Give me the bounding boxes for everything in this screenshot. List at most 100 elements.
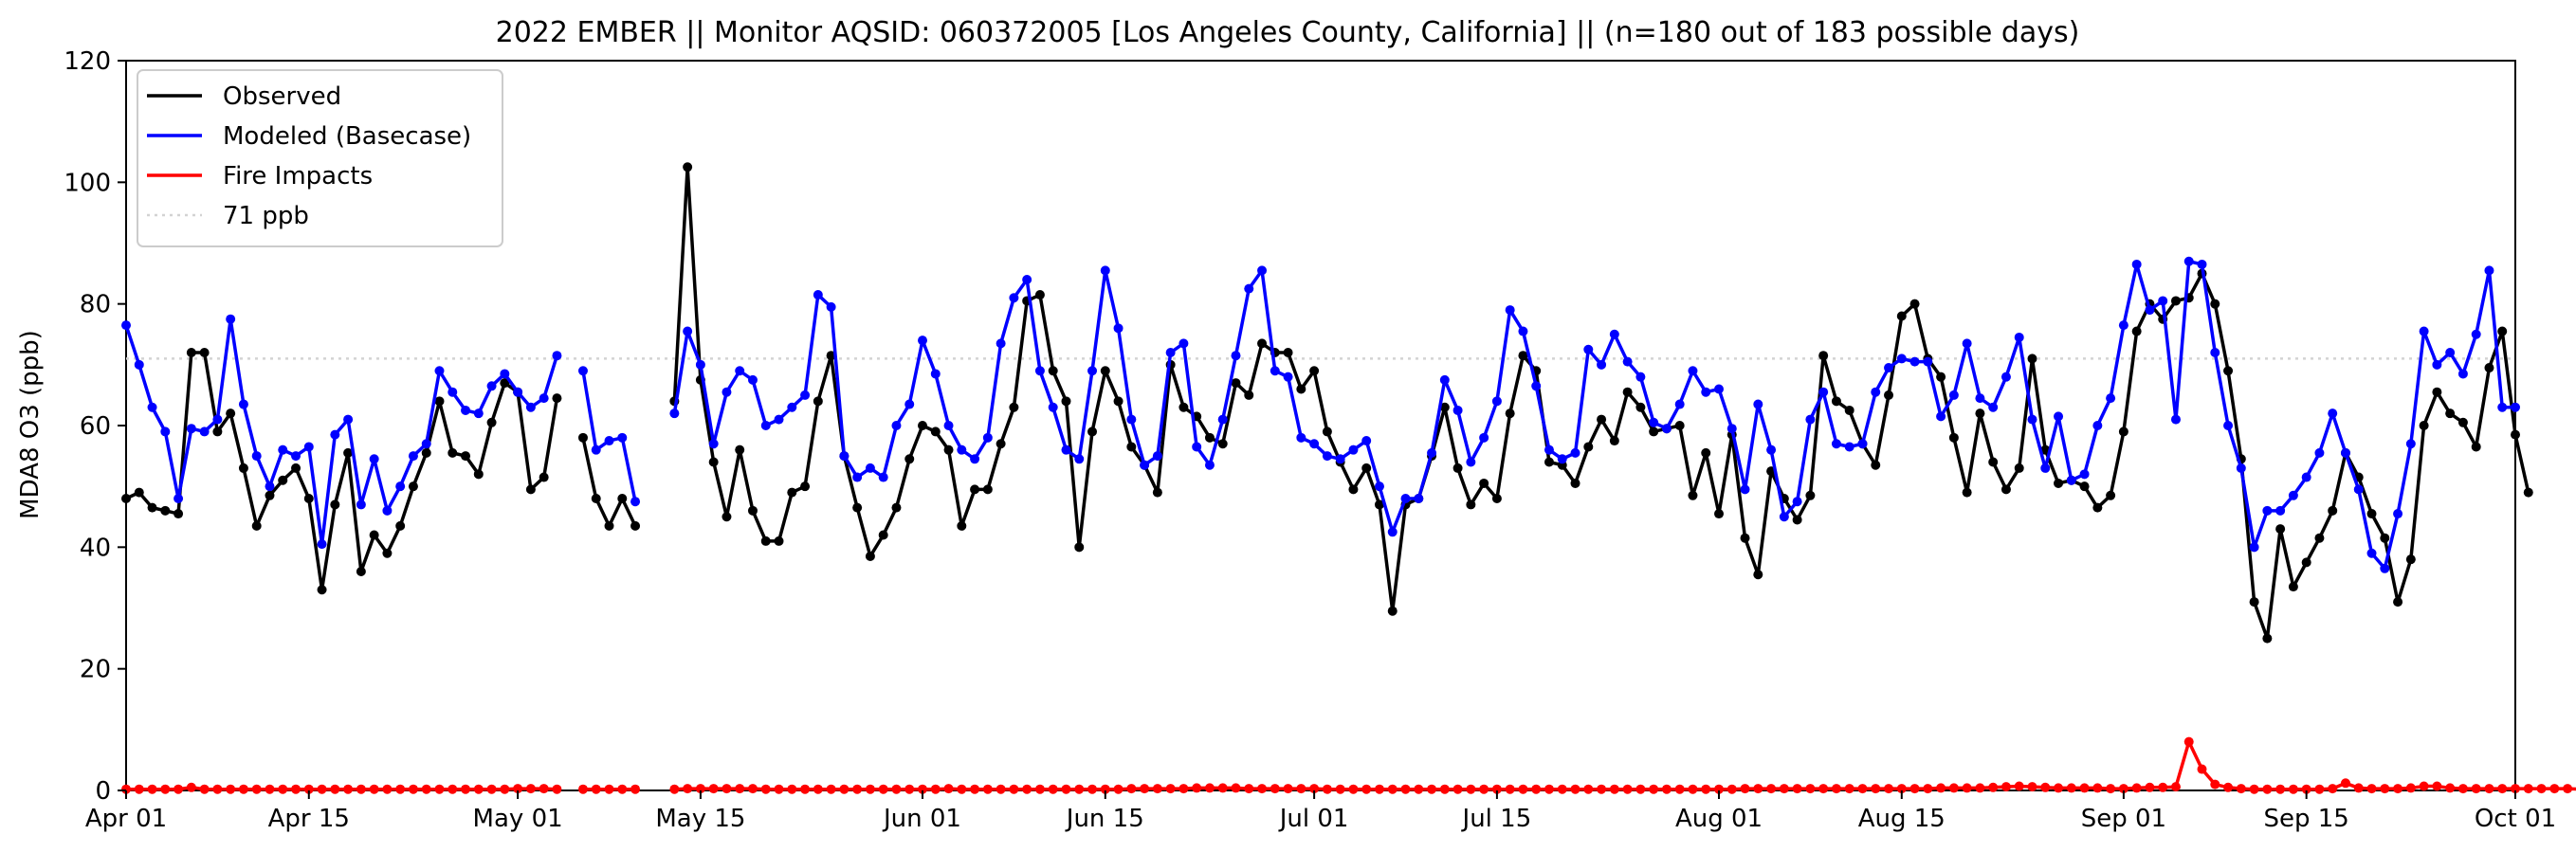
data-point — [278, 445, 288, 455]
data-point — [1896, 354, 1907, 364]
data-point — [683, 162, 693, 172]
data-point — [1688, 784, 1698, 794]
data-point — [2106, 490, 2116, 500]
data-point — [774, 414, 784, 425]
data-point — [2366, 509, 2377, 519]
data-point — [982, 484, 993, 495]
data-point — [1126, 442, 1137, 452]
data-point — [1988, 402, 1999, 412]
data-point — [1871, 387, 1881, 397]
data-point — [2353, 783, 2364, 793]
data-point — [448, 387, 458, 397]
data-point — [2405, 439, 2416, 449]
x-tick-label: Oct 01 — [2475, 805, 2556, 833]
series-fire-impacts — [121, 736, 2576, 794]
data-point — [2145, 305, 2155, 316]
data-point — [238, 463, 248, 473]
x-tick-label: Sep 01 — [2081, 805, 2166, 833]
data-point — [2301, 784, 2311, 794]
data-point — [1792, 497, 1802, 507]
data-point — [1204, 460, 1215, 470]
data-point — [2197, 764, 2207, 774]
data-point — [2523, 487, 2533, 498]
data-point — [251, 451, 262, 462]
data-point — [134, 487, 144, 498]
data-point — [1923, 784, 1933, 794]
data-point — [1896, 784, 1907, 794]
data-point — [2445, 783, 2456, 793]
data-point — [1518, 784, 1528, 794]
data-point — [2092, 421, 2103, 430]
data-point — [852, 784, 863, 794]
data-point — [448, 784, 458, 794]
data-point — [2118, 784, 2128, 794]
data-point — [1753, 399, 1763, 409]
data-point — [1439, 374, 1450, 385]
data-point — [1583, 344, 1594, 354]
data-point — [2210, 779, 2220, 789]
data-point — [1831, 396, 1841, 407]
data-point — [1322, 784, 1332, 794]
data-point — [1074, 454, 1085, 464]
data-point — [265, 490, 275, 500]
data-point — [1531, 381, 1542, 391]
chart-title: 2022 EMBER || Monitor AQSID: 060372005 [… — [496, 16, 2080, 49]
x-tick-label: Sep 15 — [2263, 805, 2348, 833]
data-point — [1962, 338, 1972, 349]
data-point — [2301, 557, 2311, 568]
data-point — [1322, 451, 1332, 462]
data-point — [2288, 784, 2298, 794]
data-point — [918, 784, 927, 794]
data-point — [1152, 451, 1162, 462]
legend-label: Modeled (Basecase) — [223, 122, 471, 151]
data-point — [747, 374, 758, 385]
data-point — [1192, 783, 1202, 793]
data-point — [1283, 372, 1293, 382]
series-layer — [121, 162, 2576, 794]
data-point — [1022, 784, 1032, 794]
data-point — [2536, 784, 2547, 794]
data-point — [2079, 469, 2090, 480]
data-point — [1140, 460, 1150, 470]
data-point — [1740, 784, 1750, 794]
data-point — [160, 784, 171, 794]
data-point — [1844, 784, 1854, 794]
data-point — [500, 378, 510, 389]
data-point — [1452, 784, 1463, 794]
data-point — [1726, 784, 1737, 794]
data-point — [1962, 487, 1972, 498]
data-point — [2092, 502, 2103, 513]
data-point — [1074, 542, 1085, 553]
data-point — [1178, 402, 1189, 412]
data-point — [1048, 784, 1058, 794]
y-tick-label: 20 — [80, 656, 111, 684]
data-point — [369, 530, 379, 540]
data-point — [343, 447, 354, 458]
data-point — [278, 784, 288, 794]
data-point — [735, 784, 745, 794]
data-point — [1805, 414, 1816, 425]
data-point — [1479, 432, 1489, 443]
data-point — [1452, 463, 1463, 473]
data-point — [1818, 784, 1829, 794]
legend-label: Fire Impacts — [223, 162, 373, 191]
data-point — [787, 784, 797, 794]
x-tick-label: May 01 — [473, 805, 563, 833]
data-point — [813, 290, 823, 300]
data-point — [2380, 563, 2390, 573]
data-point — [591, 494, 601, 503]
data-point — [722, 387, 732, 397]
data-point — [1505, 784, 1515, 794]
data-point — [2457, 417, 2468, 427]
data-point — [448, 447, 458, 458]
data-point — [395, 520, 406, 531]
data-point — [2054, 478, 2064, 488]
data-point — [1192, 442, 1202, 452]
data-point — [1909, 299, 1920, 309]
data-point — [356, 567, 366, 576]
data-point — [1296, 432, 1306, 443]
data-point — [1466, 499, 1476, 510]
data-point — [1126, 414, 1137, 425]
data-point — [852, 502, 863, 513]
data-point — [160, 505, 171, 516]
